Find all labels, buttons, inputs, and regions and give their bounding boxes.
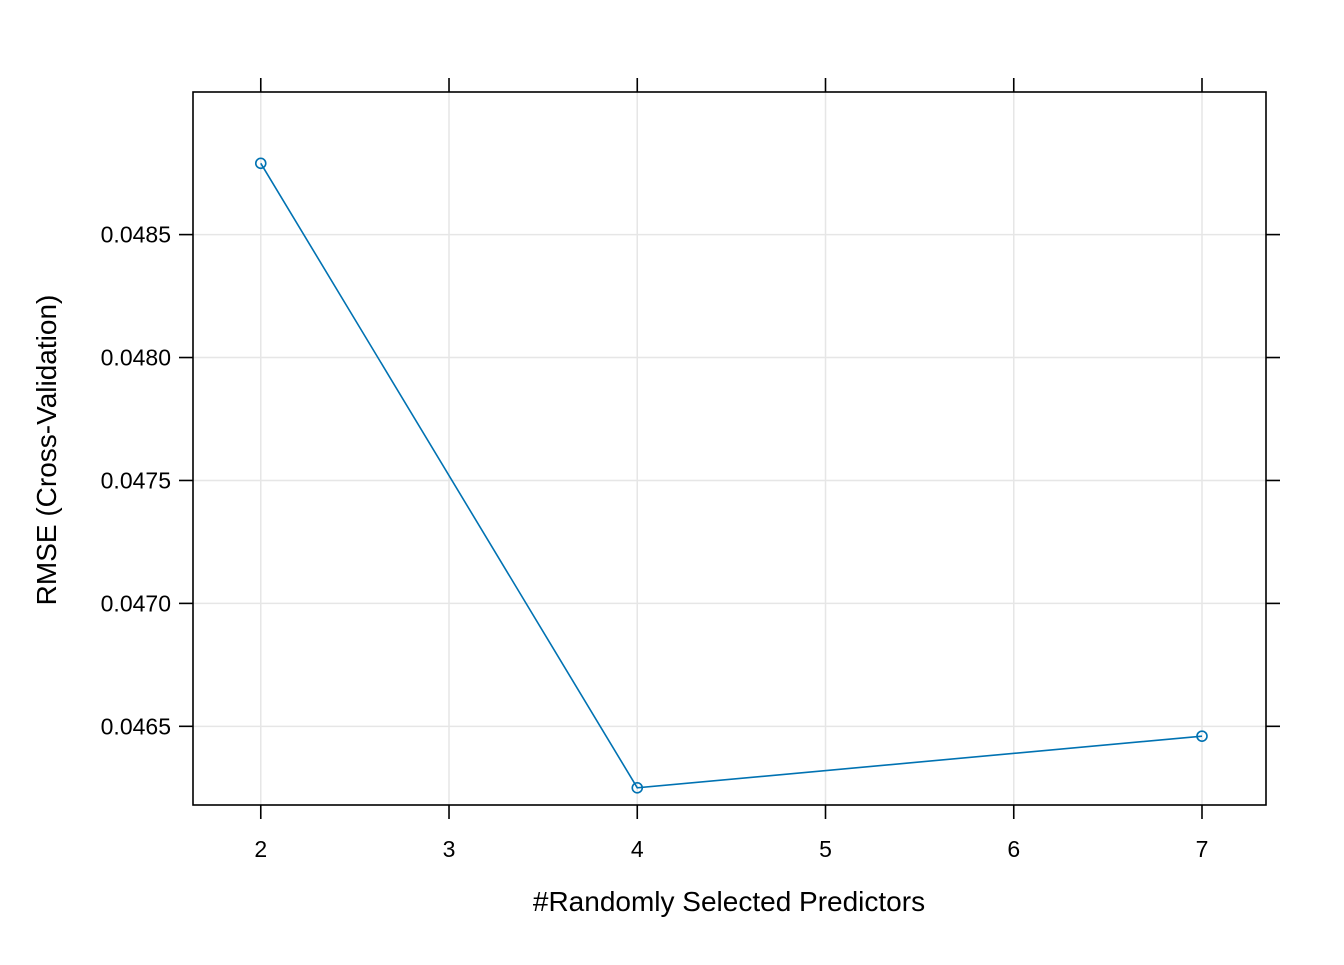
y-tick-label: 0.0485	[101, 222, 171, 248]
data-point-marker	[254, 157, 267, 170]
series-layer	[254, 157, 1208, 794]
x-tick-label: 3	[443, 836, 456, 862]
data-point-marker	[631, 781, 644, 794]
axis-ticks	[179, 78, 1280, 819]
y-tick-label: 0.0465	[101, 713, 171, 739]
grid-lines	[193, 92, 1266, 805]
x-axis-title: #Randomly Selected Predictors	[533, 886, 925, 917]
x-tick-label: 2	[254, 836, 267, 862]
plot-frame	[192, 91, 1267, 806]
x-tick-label: 4	[631, 836, 644, 862]
y-tick-label: 0.0475	[101, 467, 171, 493]
x-tick-label: 5	[819, 836, 832, 862]
data-point-marker	[1196, 730, 1208, 742]
tick-labels: 2 3 4 5 6 7 0.0465 0.0470 0.0475 0.0480 0.0485	[101, 222, 1209, 862]
x-tick-label: 7	[1196, 836, 1209, 862]
y-tick-label: 0.0480	[101, 345, 171, 371]
y-tick-label: 0.0470	[101, 590, 171, 616]
x-tick-label: 6	[1007, 836, 1020, 862]
y-axis-title: RMSE (Cross-Validation)	[31, 295, 62, 606]
series-line	[260, 162, 1203, 789]
